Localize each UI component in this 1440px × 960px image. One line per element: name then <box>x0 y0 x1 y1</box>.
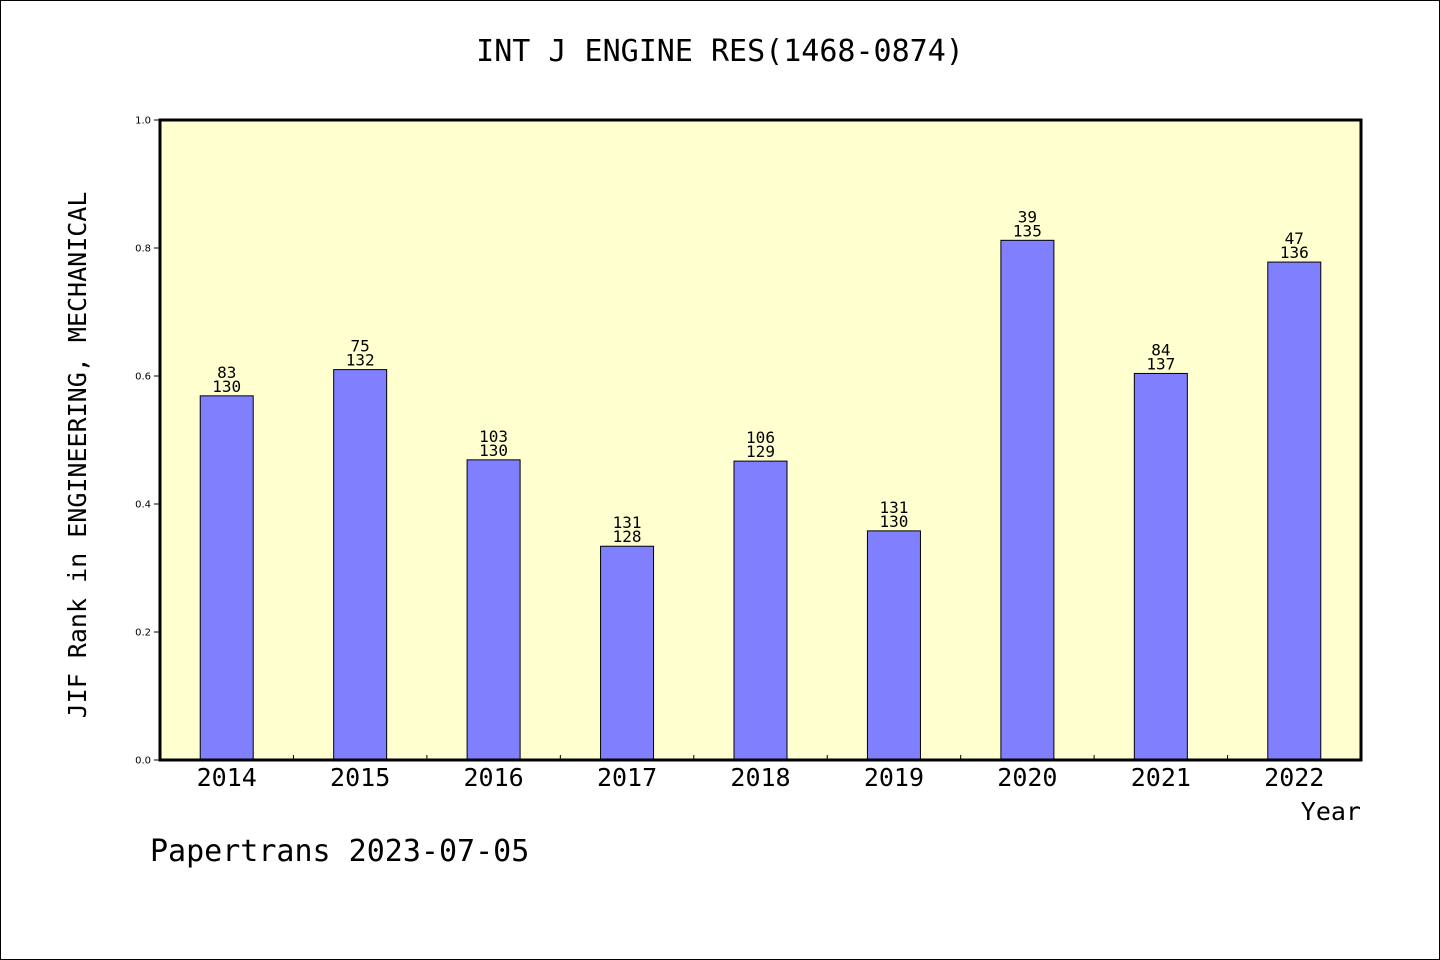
x-tick-label: 2015 <box>330 763 390 792</box>
x-tick-label: 2017 <box>597 763 657 792</box>
x-tick-label: 2019 <box>864 763 924 792</box>
bar <box>1000 239 1055 761</box>
y-tick-label: 1.0 <box>135 116 151 127</box>
x-tick-label: 2021 <box>1131 763 1191 792</box>
bar <box>199 395 254 761</box>
chart-title: INT J ENGINE RES(1468-0874) <box>476 34 964 69</box>
bar-label-rank: 131 <box>879 498 908 517</box>
bar-label-rank: 47 <box>1285 229 1304 248</box>
bar <box>1267 261 1322 761</box>
y-tick-label: 0.2 <box>135 628 151 639</box>
y-tick-label: 0.0 <box>135 756 151 767</box>
bar <box>466 459 521 761</box>
bar <box>600 545 655 761</box>
bar-label-total: 132 <box>346 351 375 370</box>
bar-label-total: 137 <box>1146 354 1175 373</box>
bar-label-total: 130 <box>879 512 908 531</box>
bar-label-rank: 106 <box>746 428 775 447</box>
x-tick-label: 2022 <box>1264 763 1324 792</box>
bar <box>733 460 788 761</box>
y-tick-label: 0.6 <box>135 372 151 383</box>
y-tick-label: 0.8 <box>135 244 151 255</box>
bar-label-rank: 39 <box>1018 207 1037 226</box>
bar-label-total: 136 <box>1280 243 1309 262</box>
x-tick-label: 2020 <box>997 763 1057 792</box>
x-tick-label: 2014 <box>197 763 257 792</box>
y-tick-label: 0.4 <box>135 500 151 511</box>
bar-label-total: 130 <box>479 441 508 460</box>
x-axis-label: Year <box>1301 797 1361 826</box>
footer-credit: Papertrans 2023-07-05 <box>150 834 530 869</box>
y-axis-label: JIF Rank in ENGINEERING, MECHANICAL <box>63 192 92 719</box>
bar-label-rank: 83 <box>217 363 236 382</box>
bar-label-total: 129 <box>746 442 775 461</box>
bar-label-rank: 103 <box>479 427 508 446</box>
bar-label-total: 130 <box>212 377 241 396</box>
bar-label-total: 135 <box>1013 221 1042 240</box>
bar-label-rank: 131 <box>613 513 642 532</box>
bar <box>866 530 921 761</box>
bar <box>1133 372 1188 761</box>
bar <box>333 369 388 761</box>
x-tick-label: 2016 <box>464 763 524 792</box>
bar-label-rank: 84 <box>1151 340 1170 359</box>
bar-label-rank: 75 <box>351 337 370 356</box>
bar-label-total: 128 <box>613 527 642 546</box>
plot-border <box>158 118 1363 762</box>
x-tick-label: 2018 <box>730 763 790 792</box>
